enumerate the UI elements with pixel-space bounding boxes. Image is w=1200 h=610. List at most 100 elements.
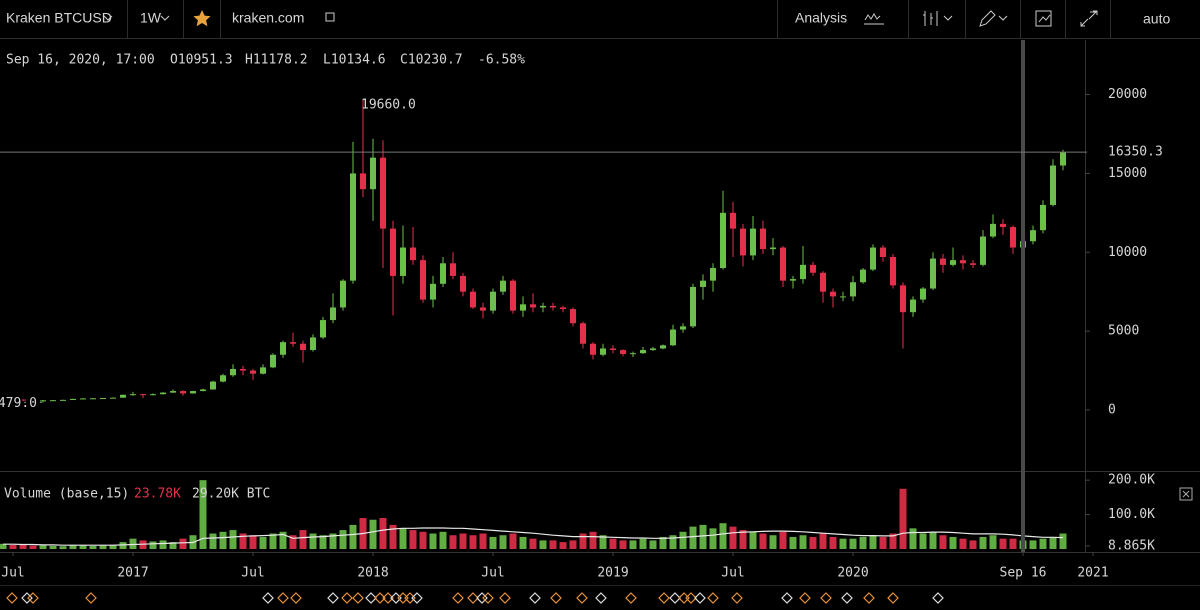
analysis-menu[interactable]: Analysis [795, 10, 847, 26]
volume-tick-label: 200.0K [1108, 473, 1155, 488]
scale-mode[interactable]: auto [1143, 11, 1170, 27]
volume-bar [589, 531, 597, 549]
volume-bar [239, 533, 247, 549]
event-marker[interactable] [576, 592, 588, 604]
chart-type-icon[interactable] [923, 11, 938, 26]
volume-bar [439, 531, 447, 549]
volume-bar [119, 542, 127, 549]
volume-ma-line [3, 527, 1064, 546]
symbol[interactable]: Kraken BTCUSD [6, 10, 112, 26]
volume-title: Volume (base,15) [4, 487, 129, 502]
chevron [943, 15, 1008, 21]
event-marker[interactable] [799, 592, 811, 604]
event-marker[interactable] [27, 592, 39, 604]
candle-body [150, 394, 156, 396]
event-marker[interactable] [482, 592, 494, 604]
candle-body [920, 288, 926, 300]
volume-bar [809, 536, 817, 549]
candle-body [70, 398, 76, 400]
event-marker[interactable] [685, 592, 697, 604]
candle-body [650, 348, 656, 351]
candle-body [1010, 227, 1016, 248]
event-marker[interactable] [277, 592, 289, 604]
volume-bar [899, 488, 907, 549]
x-tick-label: Jul [481, 566, 504, 581]
volume-bar [159, 540, 167, 549]
volume-bar [769, 535, 777, 549]
event-marker[interactable] [841, 592, 853, 604]
candle-body [900, 285, 906, 313]
event-marker[interactable] [932, 592, 944, 604]
candle-body [570, 309, 576, 324]
draw-icon[interactable] [979, 10, 996, 27]
event-marker[interactable] [467, 592, 479, 604]
indicator-icon[interactable] [1035, 10, 1052, 27]
event-marker[interactable] [262, 592, 274, 604]
candle-body [120, 394, 126, 398]
volume-bar [109, 544, 117, 549]
event-marker[interactable] [669, 592, 681, 604]
candle-body [30, 400, 36, 402]
volume-bar [619, 540, 627, 549]
event-marker[interactable] [290, 592, 302, 604]
event-marker[interactable] [374, 592, 386, 604]
volume-bar [489, 536, 497, 549]
volume-bar [79, 545, 87, 549]
volume-bar [579, 533, 587, 549]
event-marker[interactable] [707, 592, 719, 604]
volume-bar [649, 540, 657, 549]
volume-bar [309, 533, 317, 549]
event-marker[interactable] [781, 592, 793, 604]
volume-bar [449, 535, 457, 549]
copy-icon[interactable] [325, 12, 335, 22]
candle-body [590, 343, 596, 355]
event-marker[interactable] [85, 592, 97, 604]
close-pane[interactable] [1179, 487, 1193, 501]
readout-open: O10951.3 [170, 53, 233, 68]
last-price-box [1087, 143, 1200, 162]
event-marker[interactable] [731, 592, 743, 604]
volume-bar [849, 538, 857, 549]
event-marker[interactable] [863, 592, 875, 604]
event-marker[interactable] [694, 592, 706, 604]
candle-body [440, 263, 446, 284]
interval[interactable]: 1W [140, 10, 162, 26]
readout-date: Sep 16, 2020, 17:00 [6, 53, 155, 68]
event-marker[interactable] [365, 592, 377, 604]
x-tick-label: 2017 [117, 566, 148, 581]
candle-body [400, 247, 406, 276]
event-marker[interactable] [452, 592, 464, 604]
event-marker[interactable] [499, 592, 511, 604]
volume-bar [569, 540, 577, 549]
volume-bar [739, 530, 747, 549]
candle-body [670, 329, 676, 346]
chevron [160, 15, 170, 21]
volume-bar [819, 533, 827, 549]
event-marker[interactable] [411, 592, 423, 604]
event-marker[interactable] [625, 592, 637, 604]
event-marker[interactable] [6, 592, 18, 604]
volume-bar [249, 535, 257, 549]
volume-bar [479, 533, 487, 549]
volume-bar [129, 538, 137, 549]
volume-bar [39, 545, 47, 549]
event-marker[interactable] [341, 592, 353, 604]
candle-body [600, 348, 606, 355]
event-marker[interactable] [327, 592, 339, 604]
event-marker[interactable] [352, 592, 364, 604]
event-marker[interactable] [887, 592, 899, 604]
fullscreen-icon[interactable] [1080, 10, 1098, 27]
event-marker[interactable] [382, 592, 394, 604]
event-marker[interactable] [529, 592, 541, 604]
site-link[interactable]: kraken.com [232, 10, 304, 26]
event-marker[interactable] [550, 592, 562, 604]
event-marker[interactable] [658, 592, 670, 604]
favorite-star[interactable] [193, 10, 211, 27]
event-marker[interactable] [595, 592, 607, 604]
candle-body [310, 337, 316, 351]
volume-bar [1049, 536, 1057, 549]
volume-tick-label: 8.865K [1108, 538, 1155, 553]
volume-bar [389, 524, 397, 549]
event-marker[interactable] [820, 592, 832, 604]
